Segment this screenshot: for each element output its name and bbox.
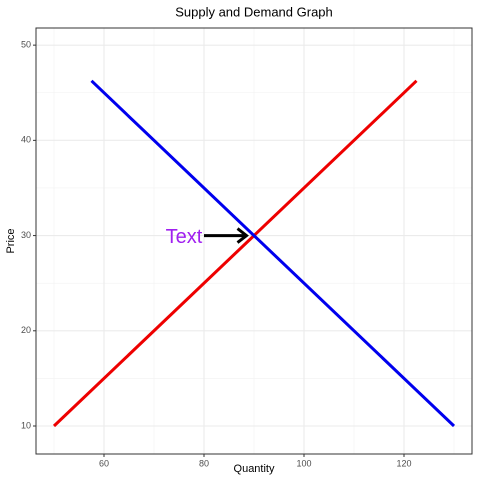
arrow-head (236, 227, 249, 244)
y-tick-label: 40 (21, 135, 31, 145)
x-tick-label: 80 (199, 458, 209, 468)
annotation: Text (166, 226, 203, 248)
x-tick-label: 100 (296, 458, 311, 468)
x-tick-label: 120 (396, 458, 411, 468)
y-tick-label: 50 (21, 40, 31, 50)
x-tick-label: 60 (99, 458, 109, 468)
panel-border (35, 27, 473, 455)
y-axis-label: Price (5, 228, 17, 253)
line (52, 79, 418, 428)
y-tick-label: 20 (21, 325, 31, 335)
chart-title: Supply and Demand Graph (175, 4, 333, 19)
y-tick-label: 10 (21, 420, 31, 430)
y-tick-label: 30 (21, 230, 31, 240)
line (90, 79, 456, 428)
x-axis-label: Quantity (234, 463, 275, 475)
